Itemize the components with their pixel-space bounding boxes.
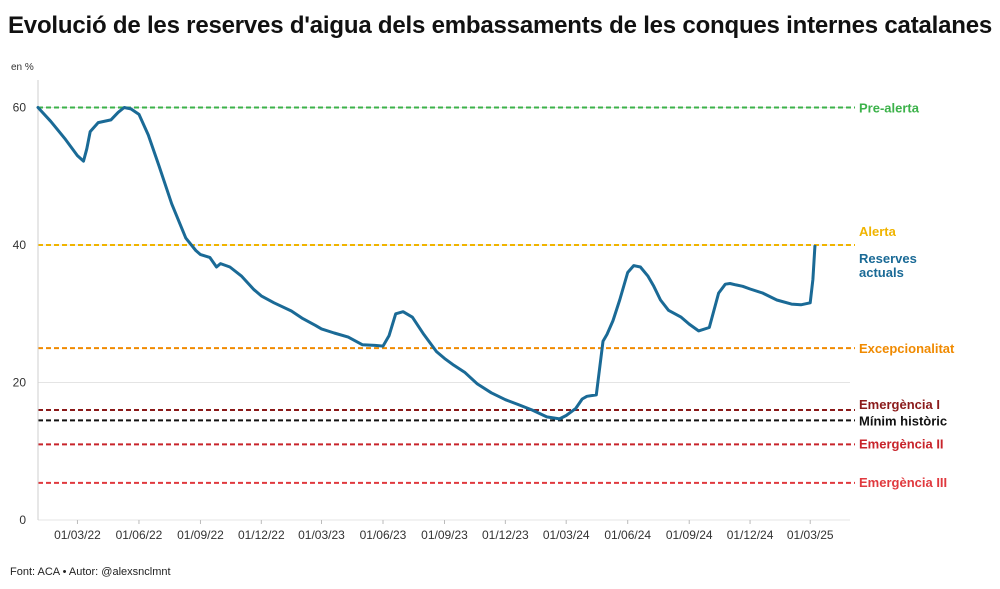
x-tick-label: 01/09/23 — [421, 528, 468, 542]
axes: en % — [11, 62, 39, 520]
x-tick-label: 01/03/24 — [543, 528, 590, 542]
reference-label: Emergència I — [859, 397, 940, 412]
series-line — [36, 106, 817, 421]
chart-title: Evolució de les reserves d'aigua dels em… — [7, 12, 993, 39]
series-label-line-1: Reserves — [859, 251, 917, 266]
series-label-line-2: actuals — [859, 265, 904, 280]
x-tick-label: 01/03/23 — [298, 528, 345, 542]
x-tick-label: 01/09/22 — [177, 528, 224, 542]
x-tick-label: 01/12/23 — [482, 528, 529, 542]
series-end-point — [813, 244, 817, 248]
y-tick-label: 60 — [13, 101, 27, 115]
reference-lines — [38, 106, 855, 484]
x-tick-label: 01/09/24 — [666, 528, 713, 542]
reference-label: Mínim històric — [859, 413, 947, 428]
reference-label: Excepcionalitat — [859, 341, 955, 356]
y-tick-label: 40 — [13, 238, 27, 252]
x-tick-label: 01/06/23 — [360, 528, 407, 542]
x-tick-label: 01/12/22 — [238, 528, 285, 542]
x-tick-label: 01/06/22 — [116, 528, 163, 542]
source-credit: Font: ACA • Autor: @alexsnclmnt — [10, 566, 171, 578]
x-tick-label: 01/03/22 — [54, 528, 101, 542]
x-tick-label: 01/03/25 — [787, 528, 834, 542]
x-tick-label: 01/12/24 — [727, 528, 774, 542]
y-ticks: 0 20 40 60 — [13, 101, 27, 528]
series-layer — [36, 106, 817, 421]
x-tick-label: 01/06/24 — [604, 528, 651, 542]
y-tick-label: 20 — [13, 376, 27, 390]
reference-label: Alerta — [859, 224, 897, 239]
reference-labels: Pre-alerta Alerta Excepcionalitat Emergènci… — [859, 101, 955, 490]
y-tick-label: 0 — [19, 513, 26, 527]
reference-label: Pre-alerta — [859, 101, 920, 116]
reference-label: Emergència III — [859, 475, 947, 490]
y-axis-unit-label: en % — [11, 62, 34, 73]
x-ticks: 01/03/22 01/06/22 01/09/22 01/12/22 01/03/23… — [54, 520, 834, 542]
reference-label: Emergència II — [859, 436, 944, 451]
